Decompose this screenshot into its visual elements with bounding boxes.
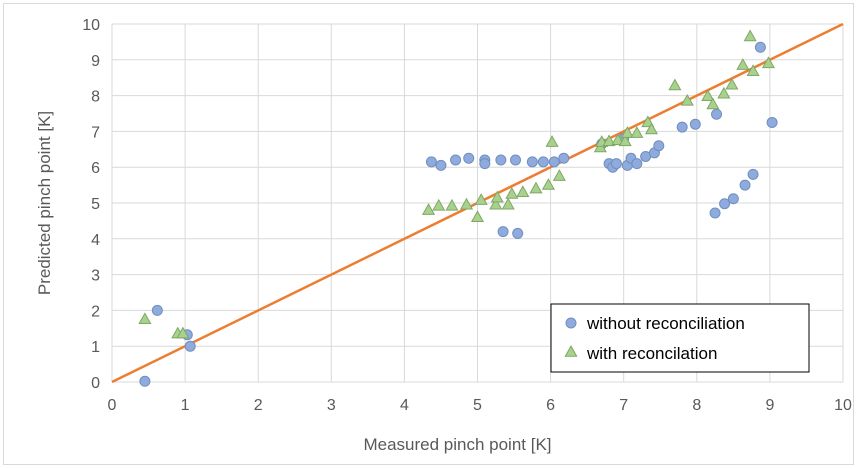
point-with-reconcilation [445,198,459,211]
x-tick-label: 5 [473,397,482,414]
point-without-reconciliation [184,340,196,352]
point-without-reconciliation [479,158,491,170]
y-tick-label: 9 [91,53,100,70]
point-with-reconcilation [706,97,720,110]
y-tick-label: 3 [91,268,100,285]
x-tick-label: 8 [692,397,701,414]
point-without-reconciliation [709,207,721,219]
point-without-reconciliation [139,375,151,387]
point-with-reconcilation [725,77,739,90]
y-tick-label: 2 [91,303,100,320]
x-tick-label: 10 [834,397,852,414]
x-tick-label: 3 [327,397,336,414]
point-with-reconcilation [138,312,152,325]
point-without-reconciliation [537,156,549,168]
point-with-reconcilation [736,58,750,70]
point-with-reconcilation [620,126,634,138]
point-without-reconciliation [425,156,437,168]
point-with-reconcilation [630,126,644,138]
y-axis-title: Predicted pinch point [K] [35,111,54,295]
point-without-reconciliation [711,108,723,120]
point-with-reconcilation [668,78,682,91]
y-tick-label: 6 [91,160,100,177]
point-without-reconciliation [653,140,665,152]
point-without-reconciliation [689,118,701,130]
chart-frame: 0 1 2 3 4 5 6 7 8 9 10 0 1 2 3 4 5 6 7 8 9 10 Measured pinch… [3,3,854,465]
point-with-reconcilation [644,122,659,135]
point-without-reconciliation [610,158,622,170]
legend: without reconciliation with reconcilatio… [550,303,810,373]
legend-marker-with-reconcilation [564,344,578,357]
x-tick-label: 7 [619,397,628,414]
point-without-reconciliation [512,227,524,239]
legend-label-without-reconciliation: without reconciliation [586,314,745,333]
point-with-reconcilation [505,187,519,199]
point-with-reconcilation [717,86,731,99]
x-tick-labels: 0 1 2 3 4 5 6 7 8 9 10 [108,397,852,414]
point-with-reconcilation [743,29,757,42]
x-tick-label: 0 [108,397,117,414]
point-without-reconciliation [727,193,739,205]
point-without-reconciliation [719,198,731,210]
legend-marker-without-reconciliation [565,317,577,329]
data-points [138,29,778,387]
point-without-reconciliation [739,179,751,191]
x-tick-label: 1 [181,397,190,414]
y-tick-label: 1 [91,339,100,356]
point-with-reconcilation [459,197,474,210]
point-with-reconcilation [746,64,760,76]
point-without-reconciliation [558,152,570,164]
point-with-reconcilation [176,326,190,339]
legend-box [550,303,810,373]
x-tick-label: 2 [254,397,263,414]
point-without-reconciliation [676,121,688,133]
x-axis-title: Measured pinch point [K] [363,435,551,454]
point-without-reconciliation [526,156,538,168]
point-with-reconcilation [552,169,566,181]
y-tick-label: 8 [91,89,100,106]
point-without-reconciliation [497,226,509,238]
y-tick-label: 10 [82,17,100,34]
point-without-reconciliation [435,159,447,171]
point-with-reconcilation [470,210,485,223]
scatter-chart: 0 1 2 3 4 5 6 7 8 9 10 0 1 2 3 4 5 6 7 8 9 10 Measured pinch… [35,17,852,454]
y-tick-labels: 0 1 2 3 4 5 6 7 8 9 10 [82,17,100,392]
point-without-reconciliation [463,152,475,164]
x-tick-label: 4 [400,397,409,414]
point-without-reconciliation [747,168,759,180]
point-with-reconcilation [421,203,436,215]
point-with-reconcilation [529,181,543,194]
x-tick-label: 9 [765,397,774,414]
point-with-reconcilation [618,134,632,147]
point-with-reconcilation [680,93,694,106]
point-without-reconciliation [510,154,522,166]
point-with-reconcilation [501,197,515,210]
y-tick-label: 4 [91,232,100,249]
x-tick-label: 6 [546,397,555,414]
point-with-reconcilation [611,133,625,146]
point-without-reconciliation [450,154,462,166]
y-tick-label: 7 [91,124,100,141]
point-with-reconcilation [432,198,446,211]
y-tick-label: 5 [91,196,100,213]
point-without-reconciliation [754,41,766,53]
point-with-reconcilation [489,197,503,210]
point-with-reconcilation [516,185,530,197]
point-with-reconcilation [701,89,715,102]
legend-label-with-reconcilation: with reconcilation [586,344,717,363]
point-with-reconcilation [541,178,555,190]
point-without-reconciliation [495,154,507,166]
y-tick-label: 0 [91,375,100,392]
point-with-reconcilation [761,56,775,69]
point-with-reconcilation [490,190,504,203]
point-with-reconcilation [474,193,488,205]
point-with-reconcilation [545,135,559,147]
point-without-reconciliation [631,158,643,170]
point-with-reconcilation [602,134,616,147]
point-without-reconciliation [151,304,163,316]
point-without-reconciliation [548,156,560,168]
point-without-reconciliation [766,116,778,128]
